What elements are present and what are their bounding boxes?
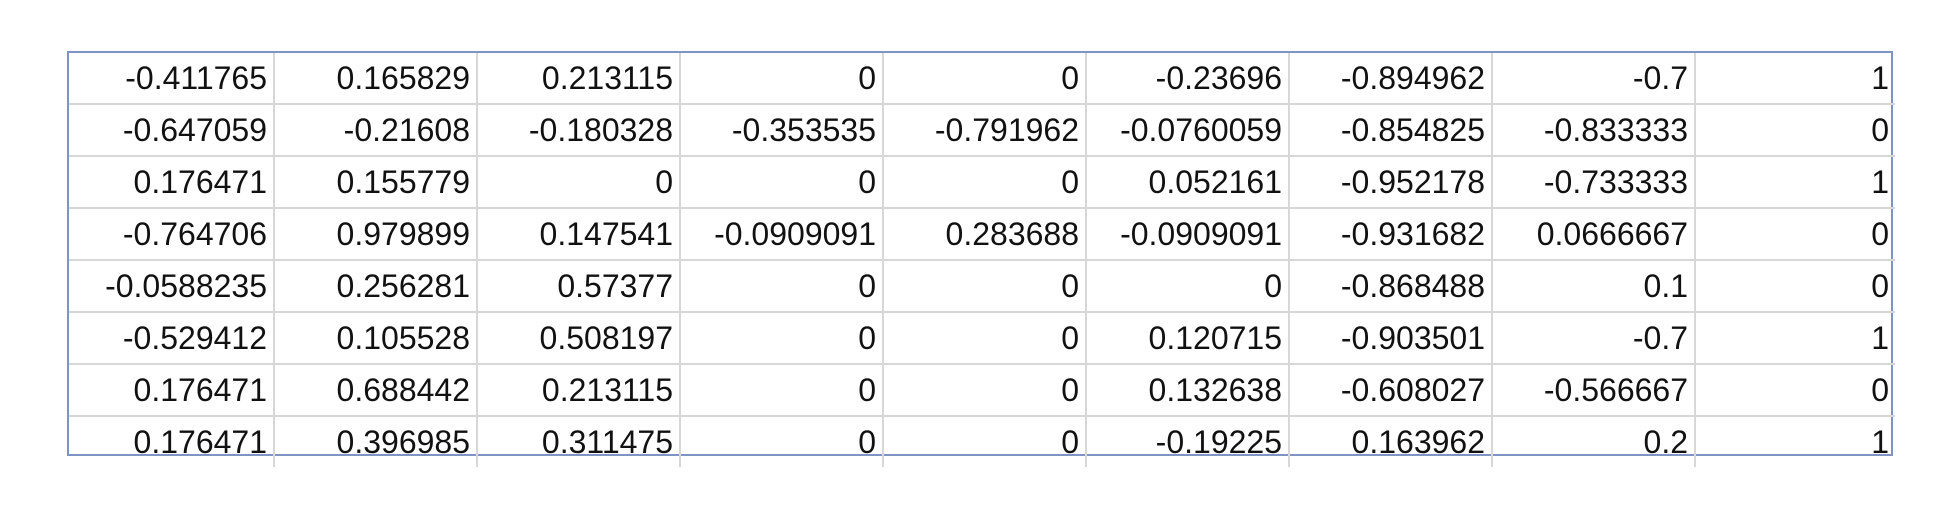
data-table: -0.411765 0.165829 0.213115 0 0 -0.23696 -0.89… — [69, 53, 1895, 467]
table-cell[interactable]: 0.120715 — [1085, 311, 1290, 365]
table-cell[interactable]: 0.176471 — [69, 415, 275, 467]
table-cell[interactable]: -0.931682 — [1288, 207, 1493, 261]
table-cell[interactable]: 0.396985 — [273, 415, 478, 467]
table-cell[interactable]: -0.854825 — [1288, 103, 1493, 157]
table-cell[interactable]: 1 — [1694, 155, 1895, 209]
table-cell[interactable]: 0 — [1694, 363, 1895, 417]
table-cell[interactable]: -0.21608 — [273, 103, 478, 157]
table-cell[interactable]: 0.256281 — [273, 259, 478, 313]
table-row: -0.529412 0.105528 0.508197 0 0 0.120715 -0.90… — [69, 311, 1895, 365]
spreadsheet-range: -0.411765 0.165829 0.213115 0 0 -0.23696 -0.89… — [67, 51, 1895, 467]
table-cell[interactable]: 0 — [679, 259, 884, 313]
table-row: -0.764706 0.979899 0.147541 -0.0909091 0.283… — [69, 207, 1895, 261]
table-cell[interactable]: 0 — [882, 415, 1087, 467]
table-cell[interactable]: 0 — [882, 155, 1087, 209]
table-cell[interactable]: 0.1 — [1491, 259, 1696, 313]
table-cell[interactable]: 0.0666667 — [1491, 207, 1696, 261]
table-cell[interactable]: -0.0909091 — [1085, 207, 1290, 261]
table-cell[interactable]: -0.868488 — [1288, 259, 1493, 313]
table-cell[interactable]: 0 — [1694, 103, 1895, 157]
table-cell[interactable]: 0.688442 — [273, 363, 478, 417]
table-cell[interactable]: 0.147541 — [476, 207, 681, 261]
table-cell[interactable]: 0.105528 — [273, 311, 478, 365]
table-cell[interactable]: 0.176471 — [69, 363, 275, 417]
table-cell[interactable]: 0.163962 — [1288, 415, 1493, 467]
table-cell[interactable]: 0.213115 — [476, 53, 681, 105]
table-row: -0.0588235 0.256281 0.57377 0 0 0 -0.868488 0.1… — [69, 259, 1895, 313]
table-cell[interactable]: 0 — [1085, 259, 1290, 313]
table-cell[interactable]: 0.283688 — [882, 207, 1087, 261]
table-cell[interactable]: -0.791962 — [882, 103, 1087, 157]
table-cell[interactable]: 0.132638 — [1085, 363, 1290, 417]
table-cell[interactable]: 0.979899 — [273, 207, 478, 261]
table-cell[interactable]: 1 — [1694, 53, 1895, 105]
table-cell[interactable]: 0.57377 — [476, 259, 681, 313]
table-cell[interactable]: -0.894962 — [1288, 53, 1493, 105]
table-cell[interactable]: 0 — [882, 259, 1087, 313]
table-cell[interactable]: -0.7 — [1491, 53, 1696, 105]
table-cell[interactable]: -0.411765 — [69, 53, 275, 105]
table-cell[interactable]: 0 — [882, 53, 1087, 105]
table-cell[interactable]: 0 — [1694, 259, 1895, 313]
table-cell[interactable]: 0.2 — [1491, 415, 1696, 467]
table-cell[interactable]: -0.833333 — [1491, 103, 1696, 157]
table-row: -0.647059 -0.21608 -0.180328 -0.353535 -0.79… — [69, 103, 1895, 157]
table-cell[interactable]: 1 — [1694, 415, 1895, 467]
table-cell[interactable]: -0.733333 — [1491, 155, 1696, 209]
table-cell[interactable]: -0.608027 — [1288, 363, 1493, 417]
table-cell[interactable]: 0 — [882, 311, 1087, 365]
table-cell[interactable]: 0.213115 — [476, 363, 681, 417]
table-cell[interactable]: 0.176471 — [69, 155, 275, 209]
table-cell[interactable]: -0.19225 — [1085, 415, 1290, 467]
table-cell[interactable]: 1 — [1694, 311, 1895, 365]
table-row: 0.176471 0.155779 0 0 0 0.052161 -0.952178 -0.7… — [69, 155, 1895, 209]
table-cell[interactable]: -0.7 — [1491, 311, 1696, 365]
table-body: -0.411765 0.165829 0.213115 0 0 -0.23696 -0.89… — [69, 53, 1895, 467]
table-cell[interactable]: -0.0909091 — [679, 207, 884, 261]
table-cell[interactable]: 0 — [882, 363, 1087, 417]
table-cell[interactable]: 0.311475 — [476, 415, 681, 467]
table-cell[interactable]: 0.165829 — [273, 53, 478, 105]
table-cell[interactable]: -0.0588235 — [69, 259, 275, 313]
table-cell[interactable]: -0.566667 — [1491, 363, 1696, 417]
table-cell[interactable]: -0.353535 — [679, 103, 884, 157]
table-cell[interactable]: -0.0760059 — [1085, 103, 1290, 157]
table-cell[interactable]: -0.23696 — [1085, 53, 1290, 105]
table-cell[interactable]: -0.647059 — [69, 103, 275, 157]
table-cell[interactable]: -0.764706 — [69, 207, 275, 261]
table-cell[interactable]: -0.180328 — [476, 103, 681, 157]
table-cell[interactable]: -0.903501 — [1288, 311, 1493, 365]
table-cell[interactable]: -0.529412 — [69, 311, 275, 365]
table-cell[interactable]: 0 — [679, 363, 884, 417]
table-cell[interactable]: 0 — [1694, 207, 1895, 261]
table-cell[interactable]: 0.155779 — [273, 155, 478, 209]
table-row: 0.176471 0.396985 0.311475 0 0 -0.19225 0.1639… — [69, 415, 1895, 467]
table-cell[interactable]: 0 — [679, 53, 884, 105]
table-cell[interactable]: 0 — [679, 155, 884, 209]
table-cell[interactable]: 0 — [476, 155, 681, 209]
table-cell[interactable]: 0.052161 — [1085, 155, 1290, 209]
table-cell[interactable]: -0.952178 — [1288, 155, 1493, 209]
table-cell[interactable]: 0 — [679, 311, 884, 365]
table-row: -0.411765 0.165829 0.213115 0 0 -0.23696 -0.89… — [69, 53, 1895, 105]
table-cell[interactable]: 0.508197 — [476, 311, 681, 365]
table-cell[interactable]: 0 — [679, 415, 884, 467]
table-row: 0.176471 0.688442 0.213115 0 0 0.132638 -0.608… — [69, 363, 1895, 417]
